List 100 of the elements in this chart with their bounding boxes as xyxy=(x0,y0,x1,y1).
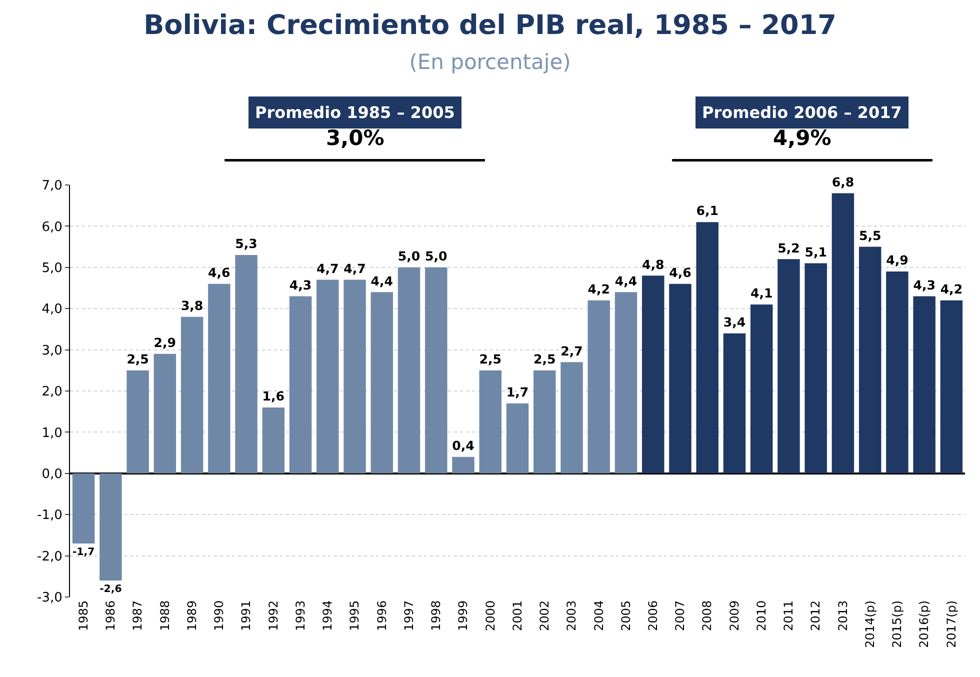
data-label: 4,7 xyxy=(344,260,366,276)
data-label: -2,6 xyxy=(100,584,122,596)
bar xyxy=(940,300,963,474)
data-label: -1,7 xyxy=(72,547,95,558)
data-label: 6,8 xyxy=(832,174,854,190)
data-label: 4,6 xyxy=(208,265,231,280)
x-tick-label: 1993 xyxy=(293,600,308,631)
y-tick-label: -1,0 xyxy=(37,508,62,524)
text: 4,9% xyxy=(773,126,832,150)
y-tick-label: 6,0 xyxy=(42,220,62,235)
data-label: 2,5 xyxy=(126,352,149,367)
bar xyxy=(669,284,692,474)
bar xyxy=(614,292,638,474)
bar xyxy=(154,354,176,474)
bar xyxy=(723,333,746,474)
y-tick-label: -3,0 xyxy=(37,590,62,606)
x-tick-label: 1992 xyxy=(266,600,280,631)
x-tick-label: 1997 xyxy=(402,600,416,631)
x-tick-label: 2005 xyxy=(618,600,633,631)
data-label: 5,0 xyxy=(425,248,448,264)
data-label: 2,7 xyxy=(560,343,583,358)
x-tick-label: 2010 xyxy=(754,600,768,631)
data-label: 1,6 xyxy=(262,388,285,404)
x-tick-label: 2009 xyxy=(727,600,742,631)
x-tick-label: 1991 xyxy=(239,600,254,631)
bar xyxy=(344,280,366,474)
data-label: 2,5 xyxy=(479,352,502,367)
bar xyxy=(506,403,529,474)
bar xyxy=(832,193,854,474)
data-label: 5,0 xyxy=(398,248,420,264)
y-tick-label: 0,0 xyxy=(42,466,62,482)
data-label: 5,3 xyxy=(235,236,258,252)
x-tick-label: 1988 xyxy=(158,600,172,631)
x-tick-label: 2016(p) xyxy=(917,600,932,648)
data-label: 4,2 xyxy=(588,281,610,296)
data-label: 4,8 xyxy=(642,256,664,272)
data-label: 4,1 xyxy=(750,286,773,301)
x-tick-label: 2002 xyxy=(538,600,552,631)
text: Promedio 2006 – 2017 xyxy=(702,103,902,122)
data-label: 4,2 xyxy=(940,281,963,296)
bar xyxy=(560,362,583,474)
data-label: 4,9 xyxy=(886,252,908,268)
x-tick-label: 2012 xyxy=(808,600,823,631)
data-label: 4,7 xyxy=(316,260,339,276)
x-tick-label: 1994 xyxy=(320,600,335,631)
x-tick-label: 2003 xyxy=(564,600,579,631)
data-label: 5,1 xyxy=(804,244,827,260)
data-label: 2,9 xyxy=(154,335,176,350)
y-tick-label: 7,0 xyxy=(42,178,62,194)
x-tick-label: 1996 xyxy=(374,600,389,631)
bar xyxy=(316,280,339,474)
y-tick-label: 4,0 xyxy=(42,302,62,318)
bar xyxy=(778,259,800,474)
bar xyxy=(696,222,718,474)
bar xyxy=(750,304,773,474)
x-tick-label: 2007 xyxy=(673,600,688,631)
x-tick-label: 1995 xyxy=(348,600,362,631)
chart-subtitle: (En porcentaje) xyxy=(409,50,571,74)
bar xyxy=(804,263,827,474)
x-tick-label: 2017(p) xyxy=(944,600,958,648)
x-tick-label: 2001 xyxy=(510,600,524,631)
x-tick-label: 1998 xyxy=(429,600,444,631)
bar xyxy=(180,316,204,474)
bar xyxy=(235,255,258,474)
data-label: 5,5 xyxy=(858,228,882,243)
x-tick-label: 1989 xyxy=(184,600,199,631)
bar xyxy=(100,473,122,581)
x-tick-label: 1986 xyxy=(104,600,118,631)
data-label: 1,7 xyxy=(506,384,529,400)
bar xyxy=(126,370,149,474)
x-tick-label: 2015(p) xyxy=(890,600,904,648)
bar xyxy=(452,456,474,474)
data-label: 4,3 xyxy=(289,277,312,292)
bar xyxy=(886,272,908,474)
data-label: 5,2 xyxy=(778,240,800,256)
text: 3,0% xyxy=(326,126,384,150)
bar xyxy=(588,300,610,474)
x-tick-label: 2000 xyxy=(483,600,498,631)
bar xyxy=(913,296,936,474)
y-tick-label: 2,0 xyxy=(42,384,62,400)
x-tick-label: 2013 xyxy=(836,600,850,631)
bar xyxy=(262,407,285,474)
y-tick-label: 5,0 xyxy=(42,260,62,276)
chart-title: Bolivia: Crecimiento del PIB real, 1985 – 2017 xyxy=(144,10,836,41)
bar xyxy=(208,284,230,474)
data-label: 3,4 xyxy=(723,314,746,330)
bar xyxy=(370,292,394,474)
bar xyxy=(642,276,664,474)
data-label: 6,1 xyxy=(696,203,718,218)
bar xyxy=(289,296,312,474)
x-tick-label: 2008 xyxy=(700,600,714,631)
y-tick-label: 3,0 xyxy=(42,343,62,358)
bar xyxy=(72,473,95,544)
y-tick-label: 1,0 xyxy=(42,426,62,441)
x-tick-label: 2004 xyxy=(592,600,606,631)
data-label: 4,3 xyxy=(913,277,936,292)
bar xyxy=(534,370,556,474)
x-tick-label: 2011 xyxy=(782,600,796,631)
x-tick-label: 1987 xyxy=(130,600,145,631)
text: Promedio 1985 – 2005 xyxy=(255,103,455,122)
